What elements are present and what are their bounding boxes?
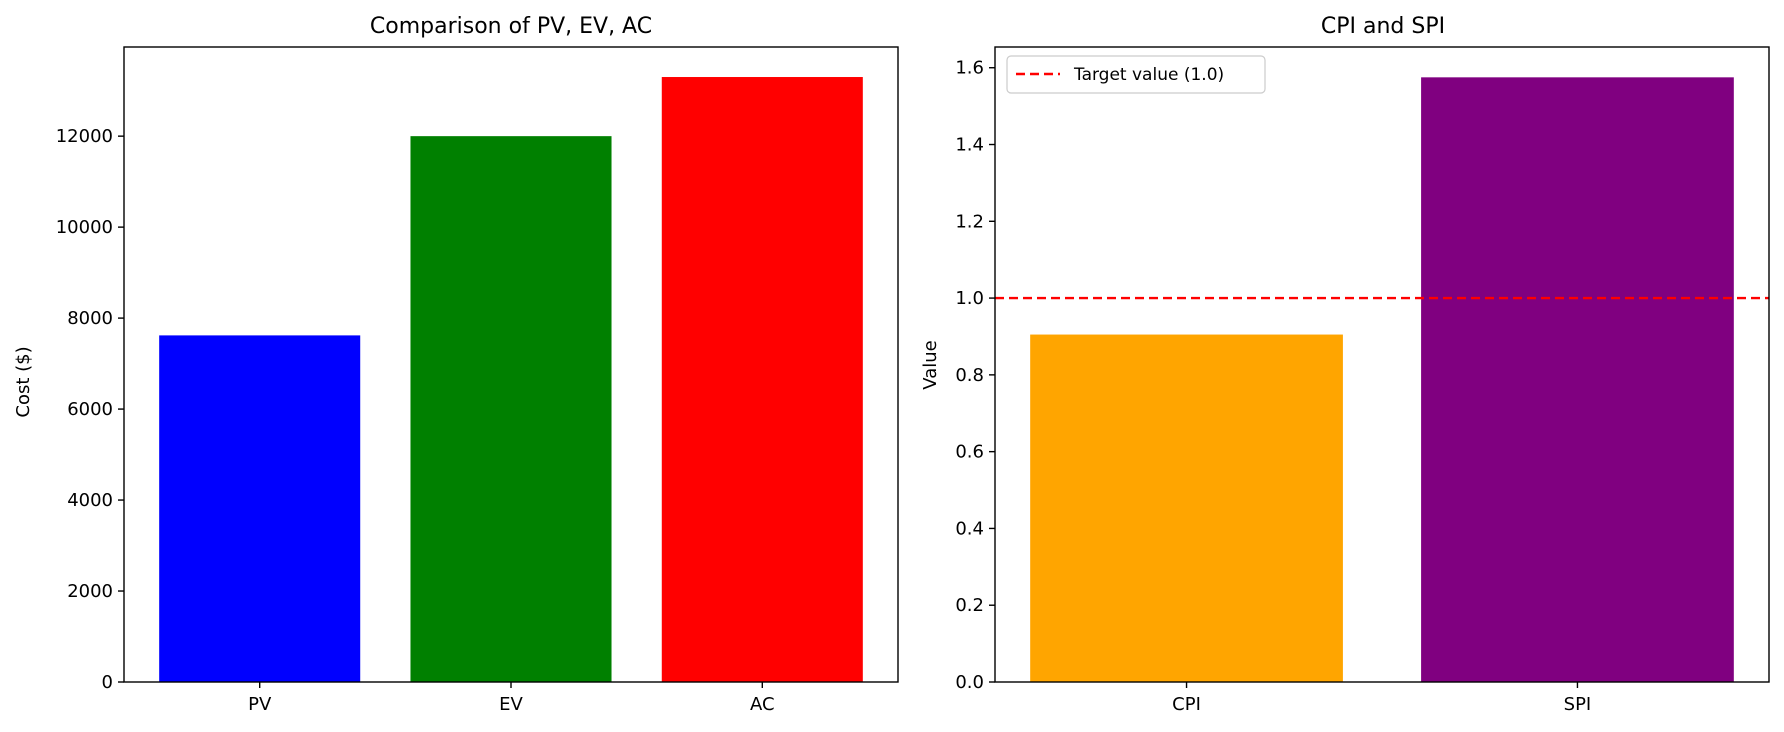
y-tick-label: 0 xyxy=(102,672,113,693)
y-tick-label: 0.2 xyxy=(955,595,984,616)
y-tick-label: 12000 xyxy=(56,126,113,147)
y-axis-ticks: 0 2000 4000 6000 8000 10000 12000 xyxy=(56,126,124,693)
x-tick-label: EV xyxy=(499,694,523,715)
bars xyxy=(1030,77,1734,682)
chart-cpi-spi: CPI and SPI Value 0.0 0.2 0.4 0.6 0.8 1.0 1.2 1… xyxy=(920,14,1770,715)
y-tick-label: 1.0 xyxy=(955,288,984,309)
bar-pv xyxy=(159,335,361,682)
legend-label: Target value (1.0) xyxy=(1073,65,1224,85)
bar-ev xyxy=(410,136,612,682)
x-axis-ticks: CPI SPI xyxy=(1172,682,1591,715)
y-tick-label: 1.4 xyxy=(955,135,984,156)
chart-title: Comparison of PV, EV, AC xyxy=(370,14,652,39)
x-tick-label: PV xyxy=(248,694,272,715)
x-axis-ticks: PV EV AC xyxy=(248,682,775,715)
y-tick-label: 6000 xyxy=(67,399,113,420)
chart-title: CPI and SPI xyxy=(1321,14,1445,39)
y-tick-label: 0.0 xyxy=(955,672,984,693)
y-tick-label: 0.4 xyxy=(955,518,984,539)
x-tick-label: CPI xyxy=(1172,694,1201,715)
legend-box xyxy=(1006,55,1266,94)
bars xyxy=(159,77,863,683)
y-tick-label: 1.6 xyxy=(955,58,984,79)
bar-cpi xyxy=(1030,334,1343,682)
y-tick-label: 0.6 xyxy=(955,442,984,463)
y-tick-label: 1.2 xyxy=(955,211,984,232)
plot-frame xyxy=(123,46,899,683)
x-tick-label: SPI xyxy=(1564,694,1592,715)
chart-cost-comparison: Comparison of PV, EV, AC Cost ($) 0 2000 4… xyxy=(13,14,899,715)
y-axis-ticks: 0.0 0.2 0.4 0.6 0.8 1.0 1.2 1.4 1.6 xyxy=(955,58,995,693)
y-tick-label: 0.8 xyxy=(955,365,984,386)
legend: Target value (1.0) xyxy=(1006,55,1266,94)
plot-frame xyxy=(994,46,1770,683)
y-tick-label: 4000 xyxy=(67,490,113,511)
y-axis-label: Cost ($) xyxy=(13,346,34,417)
y-tick-label: 2000 xyxy=(67,581,113,602)
y-axis-label: Value xyxy=(920,340,941,389)
y-tick-label: 10000 xyxy=(56,217,113,238)
x-tick-label: AC xyxy=(750,694,775,715)
y-tick-label: 8000 xyxy=(67,308,113,329)
bar-spi xyxy=(1421,77,1734,682)
bar-ac xyxy=(661,77,863,683)
